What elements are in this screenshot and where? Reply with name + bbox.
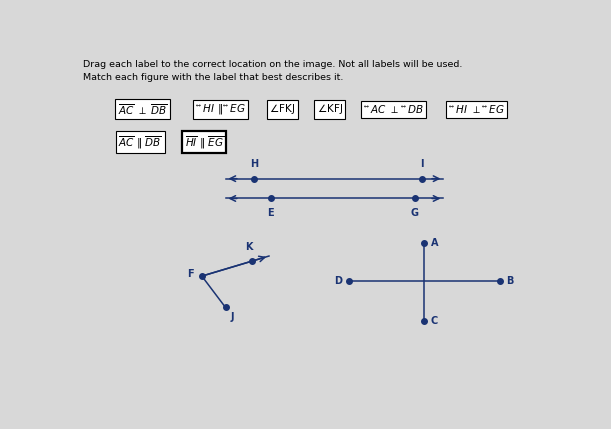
Text: $\overleftrightarrow{HI}$ $\perp$ $\overleftrightarrow{EG}$: $\overleftrightarrow{HI}$ $\perp$ $\over… bbox=[448, 103, 504, 115]
Text: I: I bbox=[420, 160, 424, 169]
Text: Drag each label to the correct location on the image. Not all labels will be use: Drag each label to the correct location … bbox=[84, 60, 463, 69]
Text: B: B bbox=[507, 276, 514, 286]
Text: G: G bbox=[411, 208, 419, 218]
Text: $\overline{AC}$ $\perp$ $\overline{DB}$: $\overline{AC}$ $\perp$ $\overline{DB}$ bbox=[118, 102, 167, 117]
Text: K: K bbox=[246, 242, 253, 252]
Text: H: H bbox=[250, 160, 258, 169]
Text: A: A bbox=[431, 238, 438, 248]
Text: $\angle$KFJ: $\angle$KFJ bbox=[316, 102, 343, 116]
Text: $\overline{HI}$ $\Vert$ $\overline{EG}$: $\overline{HI}$ $\Vert$ $\overline{EG}$ bbox=[185, 134, 224, 151]
Text: J: J bbox=[230, 312, 234, 323]
Text: D: D bbox=[334, 276, 343, 286]
Text: C: C bbox=[431, 316, 438, 326]
Text: $\overline{AC}$ $\Vert$ $\overline{DB}$: $\overline{AC}$ $\Vert$ $\overline{DB}$ bbox=[119, 134, 162, 151]
Text: $\overleftrightarrow{AC}$ $\perp$ $\overleftrightarrow{DB}$: $\overleftrightarrow{AC}$ $\perp$ $\over… bbox=[364, 103, 423, 115]
Text: Match each figure with the label that best describes it.: Match each figure with the label that be… bbox=[84, 73, 344, 82]
Text: $\angle$FKJ: $\angle$FKJ bbox=[269, 102, 295, 116]
Text: $\overleftrightarrow{HI}$ $\Vert$ $\overleftrightarrow{EG}$: $\overleftrightarrow{HI}$ $\Vert$ $\over… bbox=[196, 102, 246, 116]
Text: F: F bbox=[187, 269, 193, 279]
Text: E: E bbox=[267, 208, 274, 218]
